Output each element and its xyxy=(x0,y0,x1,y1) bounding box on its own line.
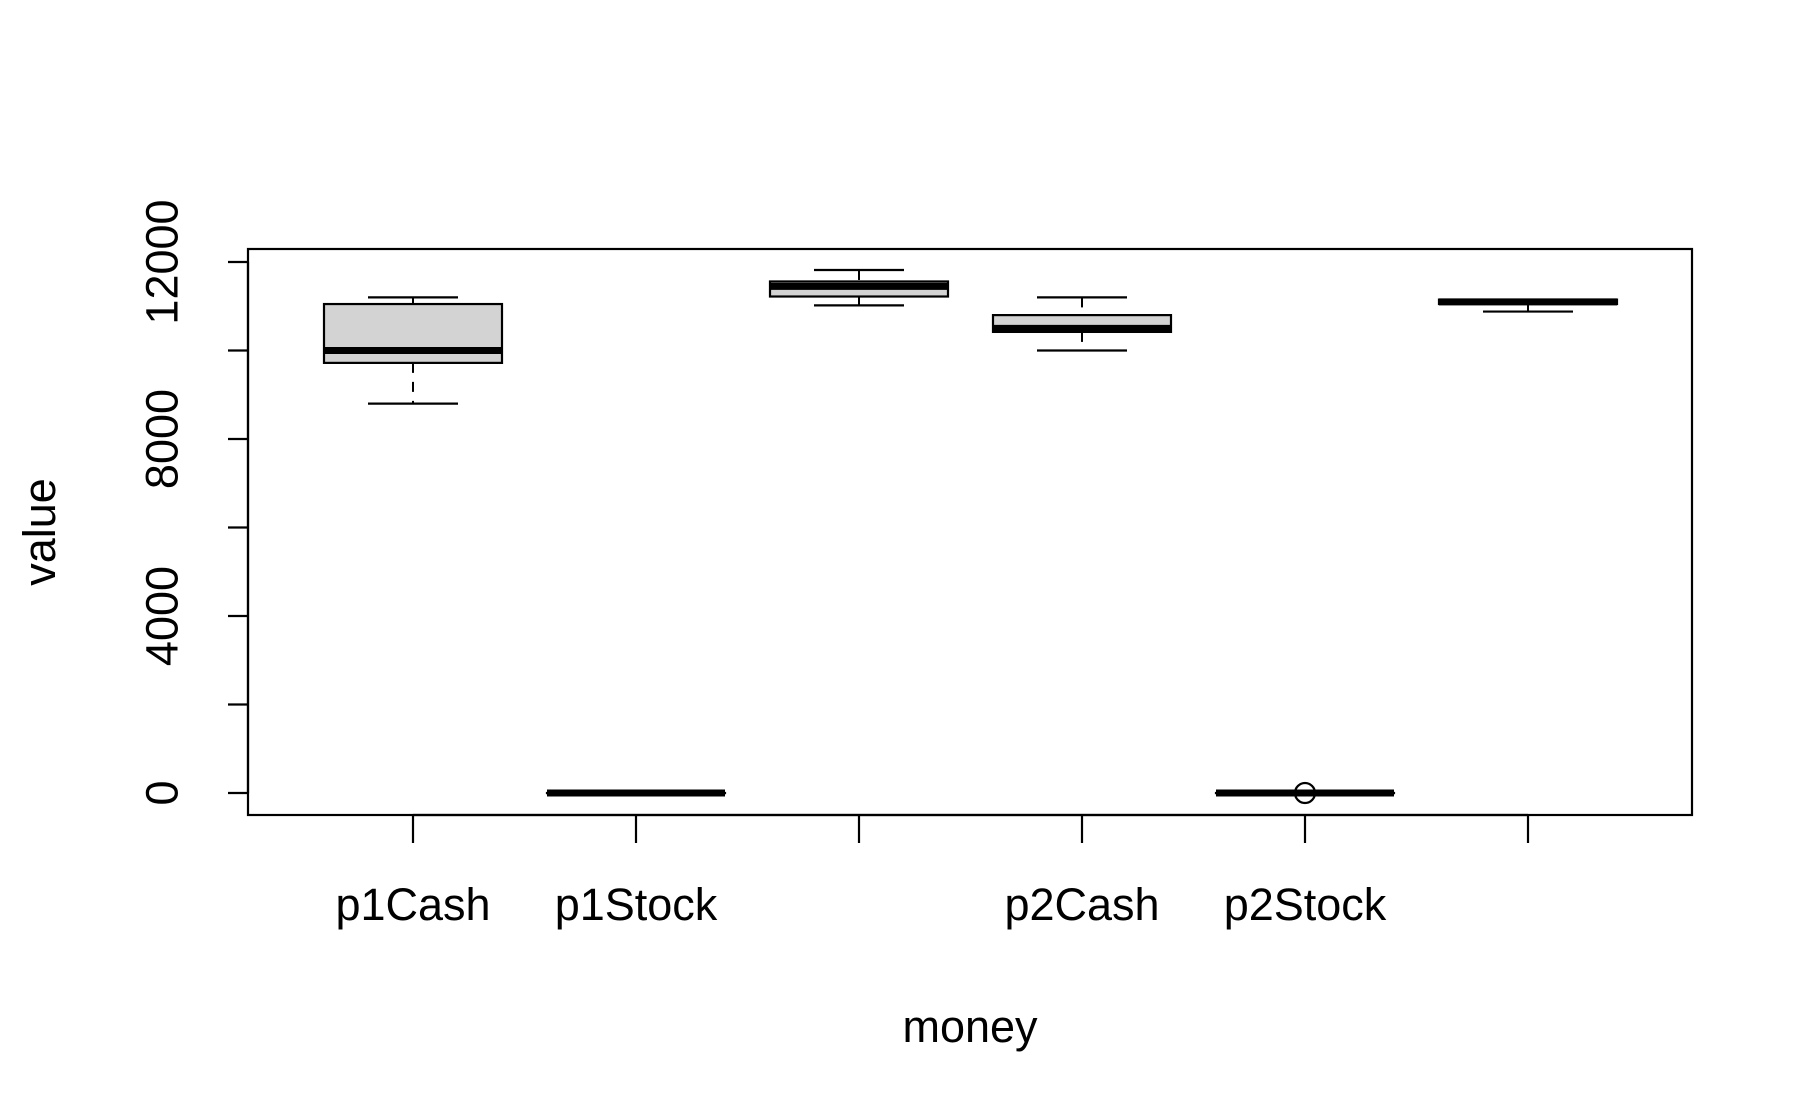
box-group xyxy=(1216,783,1394,803)
box-group xyxy=(993,297,1171,350)
y-axis: 0 4000 8000 12000 xyxy=(137,199,249,805)
y-axis-title: value xyxy=(14,478,65,586)
x-tick-label: p1Cash xyxy=(335,879,490,930)
y-tick-label: 8000 xyxy=(137,389,188,489)
x-axis-title: money xyxy=(902,1001,1038,1052)
x-tick-label: p2Cash xyxy=(1004,879,1159,930)
x-tick-label: p1Stock xyxy=(555,879,718,930)
boxes-layer xyxy=(324,270,1617,803)
box-group xyxy=(770,270,948,305)
y-tick-label: 4000 xyxy=(137,566,188,666)
box-group xyxy=(1439,300,1617,312)
box-group xyxy=(324,297,502,403)
y-tick-label: 0 xyxy=(137,780,188,805)
y-tick-label: 12000 xyxy=(137,199,188,324)
x-tick-label: p2Stock xyxy=(1224,879,1387,930)
box-iqr xyxy=(324,304,502,363)
x-axis: p1Cash p1Stock p2Cash p2Stock xyxy=(335,815,1528,930)
